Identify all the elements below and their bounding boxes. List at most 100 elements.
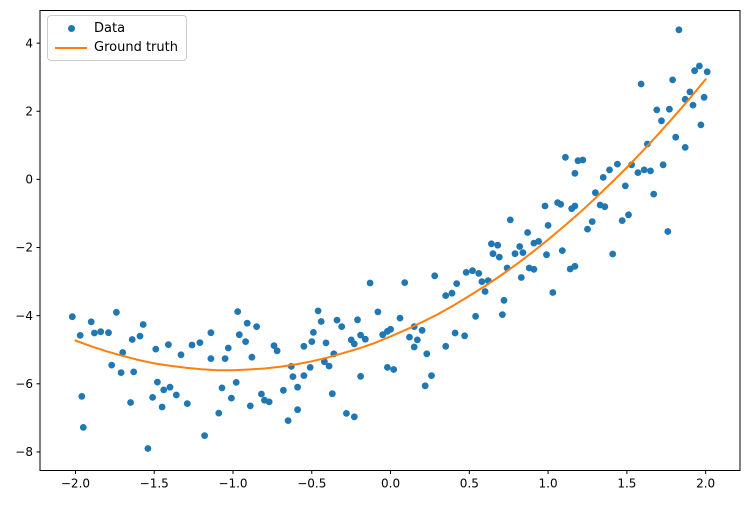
scatter-point (650, 190, 658, 198)
scatter-point (218, 384, 226, 392)
scatter-point (328, 390, 336, 398)
scatter-point (321, 358, 328, 366)
scatter-point (357, 372, 364, 380)
y-tick-label: −4 (15, 309, 33, 323)
scatter-point (606, 166, 613, 174)
scatter-point (166, 383, 174, 391)
scatter-point (117, 369, 125, 376)
scatter-point (165, 341, 172, 348)
scatter-point (558, 247, 566, 255)
scatter-point (294, 383, 301, 391)
scatter-point (221, 355, 229, 362)
scatter-point (68, 313, 76, 321)
scatter-point (158, 403, 166, 411)
scatter-point (664, 228, 672, 235)
scatter-point (697, 121, 705, 129)
x-tick-label: −1.0 (218, 477, 247, 491)
scatter-point (289, 373, 297, 380)
scatter-point (366, 279, 374, 287)
scatter-point (428, 372, 435, 379)
scatter-point (139, 321, 147, 328)
scatter-point (265, 398, 273, 406)
scatter-point (387, 325, 394, 333)
scatter-point (511, 250, 519, 258)
scatter-point (300, 372, 308, 379)
scatter-point (557, 200, 565, 208)
x-tick-label: 0.0 (381, 477, 400, 491)
y-tick-label: −6 (15, 377, 33, 391)
x-tick-label: −0.5 (297, 477, 326, 491)
x-tick-label: 0.5 (460, 477, 479, 491)
scatter-point (333, 316, 341, 324)
scatter-point (215, 409, 223, 417)
scatter-point (703, 68, 711, 76)
scatter-point (248, 353, 256, 361)
scatter-point (379, 331, 387, 339)
scatter-point (410, 343, 418, 351)
scatter-point (625, 211, 632, 219)
scatter-point (584, 225, 591, 233)
scatter-point (524, 229, 531, 236)
scatter-point (196, 339, 204, 346)
scatter-dot-icon (67, 25, 75, 32)
scatter-point (384, 364, 391, 371)
scatter-point (284, 417, 292, 424)
scatter-point (571, 262, 579, 270)
scatter-point (325, 362, 333, 370)
scatter-point (592, 189, 599, 197)
scatter-point (481, 288, 489, 295)
scatter-point (472, 312, 479, 320)
scatter-point (672, 133, 680, 141)
legend-entry-data: Data (48, 20, 186, 38)
scatter-point (207, 329, 215, 337)
scatter-point (390, 366, 398, 373)
scatter-point (350, 413, 358, 421)
line-swatch-icon (55, 46, 87, 49)
scatter-point (644, 140, 651, 148)
scatter-point (235, 331, 243, 339)
scatter-point (308, 338, 316, 345)
scatter-point (413, 336, 421, 344)
scatter-point (535, 238, 542, 245)
scatter-point (488, 240, 495, 248)
scatter-point (152, 345, 160, 353)
scatter-point (442, 292, 450, 299)
scatter-point (253, 323, 260, 330)
scatter-point (681, 144, 689, 151)
scatter-point (494, 241, 502, 249)
scatter-point (357, 331, 364, 339)
scatter-point (696, 62, 703, 70)
scatter-point (136, 332, 144, 340)
scatter-point (637, 80, 645, 88)
scatter-point (579, 156, 587, 164)
scatter-point (448, 289, 456, 297)
scatter-point (350, 340, 358, 348)
scatter-point (361, 335, 369, 343)
y-tick-label: 2 (25, 104, 33, 118)
scatter-point (675, 26, 683, 34)
scatter-point (599, 174, 607, 181)
scatter-point (588, 218, 596, 226)
x-tick-label: 1.0 (539, 477, 558, 491)
scatter-point (76, 332, 84, 339)
scatter-point (689, 101, 697, 109)
scatter-point (461, 332, 468, 340)
legend-label-data: Data (94, 21, 126, 36)
scatter-point (406, 333, 413, 341)
scatter-point (571, 202, 579, 210)
y-tick-label: 4 (25, 36, 33, 50)
scatter-point (243, 319, 251, 327)
scatter-point (228, 394, 235, 402)
legend-label-ground-truth: Ground truth (94, 40, 178, 55)
y-tick-label: 0 (25, 173, 33, 187)
scatter-point (499, 311, 506, 318)
scatter-point (647, 167, 654, 175)
scatter-point (659, 161, 667, 169)
scatter-point (322, 339, 330, 347)
scatter-point (258, 390, 265, 398)
scatter-point (314, 307, 322, 315)
scatter-point (653, 106, 661, 114)
scatter-point (601, 203, 609, 211)
ground-truth-line (74, 78, 707, 372)
scatter-point (634, 169, 642, 177)
